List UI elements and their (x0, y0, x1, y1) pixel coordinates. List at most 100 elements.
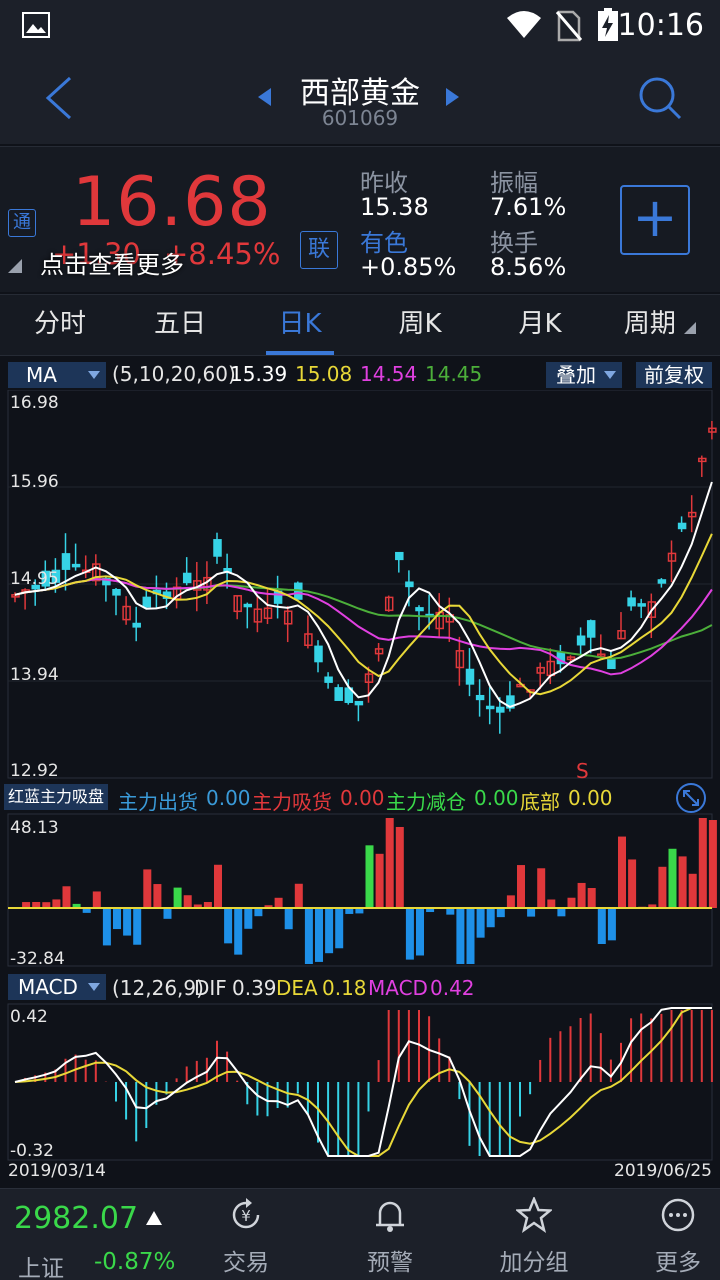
capital-bar (335, 908, 344, 949)
ma-selector[interactable]: MA (8, 362, 106, 388)
sector-value: +0.85% (360, 253, 457, 281)
sector-label[interactable]: 有色 (360, 229, 408, 257)
tab-period[interactable]: 周期 (600, 295, 720, 355)
chart-canvas[interactable]: 16.98 15.96 14.95 13.94 12.92 S 48.13 -3… (0, 390, 720, 1188)
kline-y-label: 12.92 (10, 761, 59, 781)
add-watchlist-button[interactable]: + (620, 185, 690, 255)
capital-bar (123, 908, 132, 936)
bell-icon (376, 1201, 404, 1232)
candle-body (71, 563, 81, 568)
capital-reduce-label: 主力减仓 (386, 790, 466, 814)
ma-params: (5,10,20,60) (112, 362, 236, 386)
see-more-tip[interactable]: 点击查看更多 (40, 251, 184, 279)
index-value[interactable]: 2982.07 (14, 1201, 139, 1236)
candle-body (637, 603, 646, 607)
tab-five-day[interactable]: 五日 (153, 309, 206, 339)
macd-selector[interactable]: MACD (8, 974, 106, 1000)
candle-body (374, 648, 384, 655)
next-stock-icon[interactable] (446, 88, 460, 106)
capital-bar (234, 908, 243, 955)
capital-in-label: 主力吸货 (252, 790, 332, 814)
candle-body (122, 605, 131, 621)
tab-period-label: 周期 (623, 309, 676, 339)
ma-selector-label: MA (26, 363, 57, 387)
tab-intraday[interactable]: 分时 (33, 309, 86, 339)
ma20-line (14, 577, 713, 676)
capital-bar (476, 908, 485, 938)
lian-badge[interactable]: 联 (300, 231, 338, 269)
candle-body (627, 597, 636, 607)
candle-body (364, 673, 374, 683)
turnover-label: 换手 (490, 229, 538, 257)
tab-monthly-k[interactable]: 月K (518, 309, 562, 339)
ma5-line (14, 481, 713, 709)
capital-bar (345, 908, 354, 914)
capital-bar (517, 865, 525, 908)
dea-label: DEA (276, 976, 318, 1000)
candle-body (617, 630, 626, 640)
nav-add-group[interactable]: 加分组 (484, 1195, 584, 1277)
capital-bar (416, 908, 424, 956)
capital-bar (304, 908, 313, 964)
capital-selector[interactable]: 红蓝主力吸盘 (4, 784, 109, 810)
capital-bar (385, 818, 394, 908)
macd-bars (24, 1010, 713, 1156)
capital-out-label: 主力出货 (118, 790, 198, 814)
tab-daily-k[interactable]: 日K (240, 295, 360, 355)
capital-reduce-value: 0.00 (474, 786, 519, 810)
nav-alert[interactable]: 预警 (340, 1197, 440, 1277)
candle-body (253, 608, 263, 623)
quote-panel[interactable]: 通 16.68 +1.30 +8.45% 点击查看更多 联 昨收 15.38 有… (0, 146, 720, 292)
candle-body (475, 694, 485, 701)
tab-weekly-k[interactable]: 周K (398, 309, 442, 339)
chevron-down-icon (88, 983, 100, 991)
capital-bar (587, 888, 596, 908)
capital-bar (113, 908, 121, 930)
stock-code: 601069 (321, 106, 399, 130)
price-change-pct: +8.45% (164, 237, 281, 271)
candle-body (395, 551, 404, 561)
capital-bar (92, 891, 101, 908)
capital-bar (395, 826, 404, 908)
capital-bar (648, 904, 657, 908)
capital-bar (557, 908, 566, 917)
capital-bar (678, 856, 687, 908)
capital-bar (547, 899, 556, 908)
capital-bar (668, 848, 677, 908)
capital-bar (355, 908, 364, 914)
bottom-label: 底部 (520, 790, 560, 814)
corner-arrow-icon (8, 259, 22, 273)
capital-bar (62, 886, 71, 908)
macd-label: MACD (368, 976, 428, 1000)
signal-marker: S (576, 759, 589, 783)
dif-label: DIF (194, 976, 227, 1000)
expand-icon[interactable] (674, 782, 708, 814)
capital-y-label: 48.13 (10, 818, 59, 838)
capital-bar (183, 895, 192, 908)
kline-y-label: 14.95 (10, 569, 59, 589)
capital-bar (325, 908, 334, 954)
collapse-arrow-icon[interactable] (146, 1211, 162, 1225)
search-icon[interactable] (638, 76, 682, 120)
candle-body (455, 650, 465, 669)
candle-body (314, 645, 323, 663)
overlay-button[interactable]: 叠加 (546, 362, 622, 388)
capital-bar (597, 908, 606, 944)
prev-stock-icon[interactable] (258, 88, 272, 106)
bottom-bar: 2982.07 上证 -0.87% ¥ 交易 预警 加分组 更多 (0, 1188, 720, 1280)
kline-y-label: 13.94 (10, 665, 59, 685)
candle-body (112, 588, 121, 596)
capital-bar (203, 902, 212, 908)
nav-trade[interactable]: ¥ 交易 (196, 1197, 296, 1277)
price-adjust-button[interactable]: 前复权 (636, 362, 712, 388)
tong-badge[interactable]: 通 (8, 209, 36, 237)
capital-bar (658, 866, 667, 908)
back-chevron-icon[interactable] (44, 76, 74, 120)
nav-more[interactable]: 更多 (628, 1197, 720, 1277)
dea-line (14, 1007, 712, 1157)
capital-bar (173, 887, 182, 908)
capital-bar (224, 908, 233, 944)
date-start-label: 2019/03/14 (8, 1161, 106, 1181)
candle-body (31, 584, 40, 590)
prev-close-value: 15.38 (360, 193, 429, 221)
